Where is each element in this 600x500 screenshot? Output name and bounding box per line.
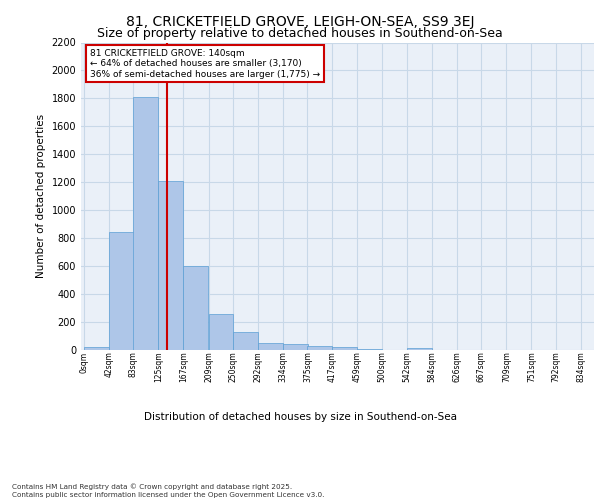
Bar [133, 97, 158, 350]
Text: 81, CRICKETFIELD GROVE, LEIGH-ON-SEA, SS9 3EJ: 81, CRICKETFIELD GROVE, LEIGH-ON-SEA, SS… [126, 15, 474, 29]
Bar [84, 346, 109, 350]
Text: 81 CRICKETFIELD GROVE: 140sqm
← 64% of detached houses are smaller (3,170)
36% o: 81 CRICKETFIELD GROVE: 140sqm ← 64% of d… [90, 49, 320, 78]
Bar [332, 347, 357, 350]
Text: Size of property relative to detached houses in Southend-on-Sea: Size of property relative to detached ho… [97, 28, 503, 40]
Bar [158, 181, 183, 350]
Bar [209, 314, 233, 350]
Bar [233, 332, 257, 350]
Bar [307, 346, 332, 350]
Bar [407, 348, 431, 350]
Bar [258, 343, 283, 350]
Bar [184, 266, 208, 350]
Bar [283, 344, 308, 350]
Text: Contains HM Land Registry data © Crown copyright and database right 2025.
Contai: Contains HM Land Registry data © Crown c… [12, 484, 325, 498]
Bar [109, 232, 134, 350]
Text: Distribution of detached houses by size in Southend-on-Sea: Distribution of detached houses by size … [143, 412, 457, 422]
Y-axis label: Number of detached properties: Number of detached properties [36, 114, 46, 278]
